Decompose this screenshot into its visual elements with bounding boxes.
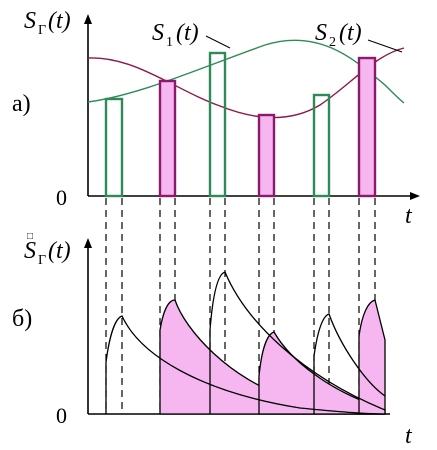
- svg-text:S: S: [152, 20, 164, 46]
- s2-pointer: [367, 39, 403, 53]
- x-axis-a-arrow: [410, 192, 420, 200]
- pulse-s1: [208, 51, 227, 198]
- panel-a-letter: а): [12, 91, 31, 117]
- dot-mark: □: [27, 231, 33, 242]
- s1-label: S 1 (t): [152, 20, 199, 50]
- response-s1-1: [105, 315, 386, 415]
- zero-label-b: 0: [56, 403, 67, 428]
- y-axis-label-b: □ S Г (t): [24, 231, 71, 268]
- response-s1-2: [209, 271, 386, 414]
- s2-label: S 2 (t): [315, 20, 362, 50]
- x-axis-label-b: t: [405, 423, 413, 449]
- y-axis-b-arrow: [84, 238, 92, 248]
- svg-text:(t): (t): [176, 20, 199, 46]
- svg-text:1: 1: [166, 35, 173, 50]
- pulse-s2: [357, 56, 377, 198]
- s1-pointer: [205, 35, 231, 49]
- svg-text:(t): (t): [339, 20, 362, 46]
- svg-text:Г: Г: [38, 23, 46, 38]
- svg-text:S: S: [315, 20, 327, 46]
- response-s1-3: [313, 313, 386, 414]
- response-s2-3: [358, 299, 386, 415]
- s1-curve: [87, 39, 405, 104]
- svg-text:Г: Г: [38, 253, 46, 268]
- pulse-s1: [312, 93, 331, 198]
- y-axis-a-arrow: [84, 14, 92, 24]
- pulse-s2: [158, 79, 177, 198]
- zero-label-a: 0: [56, 185, 67, 210]
- svg-text:(t): (t): [48, 238, 71, 264]
- svg-text:(t): (t): [48, 8, 71, 34]
- svg-text:2: 2: [329, 35, 336, 50]
- panel-b-letter: б): [12, 306, 32, 332]
- x-axis-label-a: t: [405, 203, 413, 229]
- y-axis-label-a: S Г (t): [24, 8, 71, 38]
- svg-text:S: S: [24, 238, 36, 264]
- panel-b: б) 0 t □ S Г (t): [12, 231, 413, 449]
- pulse-s2: [257, 113, 276, 198]
- svg-text:S: S: [24, 8, 36, 34]
- panel-a: а) 0 t S Г (t) S 1 (t) S 2 (t): [12, 8, 420, 229]
- pulse-s1: [104, 97, 124, 198]
- s2-curve: [87, 47, 405, 119]
